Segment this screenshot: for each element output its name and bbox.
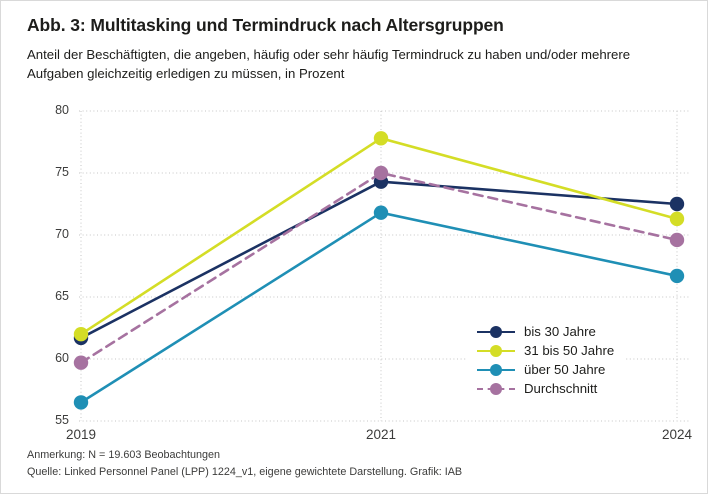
- series-data-point: [669, 196, 685, 212]
- chart-series: [73, 131, 685, 342]
- series-data-point: [73, 327, 89, 342]
- legend-swatch-icon: [477, 325, 515, 339]
- x-axis-tick-label: 2021: [365, 427, 397, 442]
- chart-series: [73, 205, 685, 410]
- x-axis-tick-label: 2024: [661, 427, 693, 442]
- series-data-point: [373, 131, 389, 146]
- y-axis-tick-label: 70: [55, 227, 69, 241]
- figure-note: Anmerkung: N = 19.603 Beobachtungen: [27, 449, 220, 461]
- y-axis-tick-label: 65: [55, 289, 69, 303]
- legend-item[interactable]: bis 30 Jahre: [477, 322, 614, 341]
- series-data-point: [73, 355, 89, 370]
- legend-item-label: 31 bis 50 Jahre: [524, 343, 615, 358]
- y-axis-tick-label: 80: [55, 103, 69, 117]
- legend-item-label: bis 30 Jahre: [524, 324, 596, 339]
- y-axis-tick-label: 75: [55, 165, 69, 179]
- series-data-point: [669, 232, 685, 248]
- series-data-point: [373, 205, 389, 220]
- chart-series-layer: [73, 131, 685, 410]
- legend-swatch-icon: [477, 363, 515, 377]
- series-data-point: [669, 268, 685, 284]
- figure-footnotes: Anmerkung: N = 19.603 Beobachtungen Quel…: [27, 447, 687, 480]
- legend-item[interactable]: 31 bis 50 Jahre: [477, 341, 614, 360]
- legend-item[interactable]: über 50 Jahre: [477, 360, 614, 379]
- series-data-point: [73, 395, 89, 410]
- series-data-point: [669, 211, 685, 227]
- legend-swatch-icon: [477, 382, 515, 396]
- page-title: Abb. 3: Multitasking und Termindruck nac…: [27, 15, 504, 35]
- chart-series: [73, 165, 685, 370]
- y-axis-tick-label: 55: [55, 413, 69, 427]
- legend-item-label: Durchschnitt: [524, 381, 598, 396]
- legend-item[interactable]: Durchschnitt: [477, 379, 614, 398]
- legend-item-label: über 50 Jahre: [524, 362, 606, 377]
- y-axis-tick-label: 60: [55, 351, 69, 365]
- figure-subtitle: Anteil der Beschäftigten, die angeben, h…: [27, 47, 631, 81]
- figure-source: Quelle: Linked Personnel Panel (LPP) 122…: [27, 465, 463, 478]
- chart-legend: bis 30 Jahre 31 bis 50 Jahre über 50 Jahre…: [467, 315, 627, 406]
- x-axis-tick-label: 2019: [65, 427, 97, 442]
- legend-swatch-icon: [477, 344, 515, 358]
- series-data-point: [373, 165, 389, 181]
